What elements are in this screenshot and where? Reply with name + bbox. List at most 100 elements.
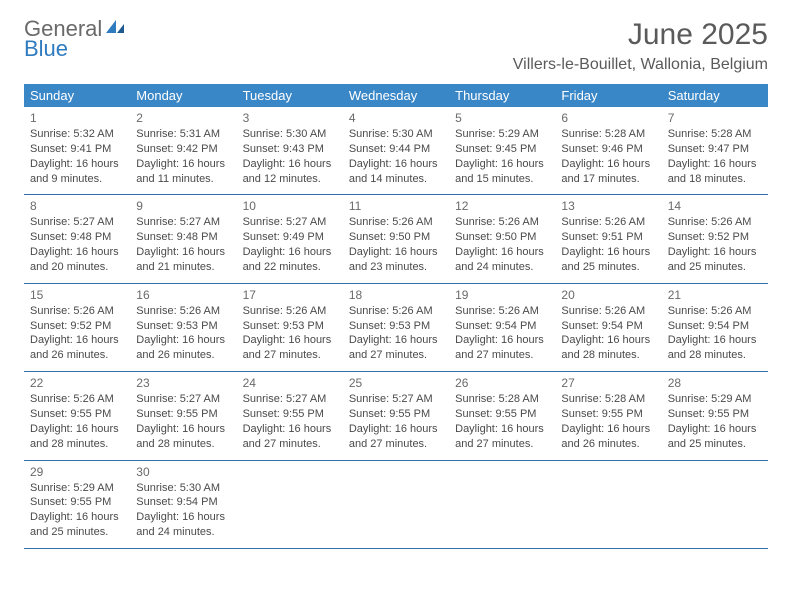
day-detail: Sunrise: 5:30 AMSunset: 9:43 PMDaylight:… [243,127,337,186]
dayname-tuesday: Tuesday [237,84,343,107]
day-detail: Sunrise: 5:32 AMSunset: 9:41 PMDaylight:… [30,127,124,186]
dayname-monday: Monday [130,84,236,107]
day-detail: Sunrise: 5:28 AMSunset: 9:55 PMDaylight:… [561,392,655,451]
month-title: June 2025 [513,18,768,52]
day-cell: 27Sunrise: 5:28 AMSunset: 9:55 PMDayligh… [555,372,661,459]
day-number: 14 [668,199,762,213]
day-cell-empty [662,461,768,548]
dayname-sunday: Sunday [24,84,130,107]
day-cell: 12 Sunrise: 5:26 AMSunset: 9:50 PMDayligh… [449,195,555,282]
day-detail: Sunrise: 5:30 AMSunset: 9:44 PMDaylight:… [349,127,443,186]
day-cell-empty [555,461,661,548]
day-cell-empty [237,461,343,548]
day-cell: 29 Sunrise: 5:29 AMSunset: 9:55 PMDayligh… [24,461,130,548]
day-number: 26 [455,376,549,390]
day-cell: 4 Sunrise: 5:30 AMSunset: 9:44 PMDaylight… [343,107,449,194]
week-row: 1 Sunrise: 5:32 AMSunset: 9:41 PMDaylight… [24,107,768,195]
day-cell: 21 Sunrise: 5:26 AMSunset: 9:54 PMDayligh… [662,284,768,371]
day-detail: Sunrise: 5:26 AMSunset: 9:50 PMDaylight:… [349,215,443,274]
day-number: 22 [30,376,124,390]
day-detail: Sunrise: 5:26 AMSunset: 9:55 PMDaylight:… [30,392,124,451]
day-cell: 8 Sunrise: 5:27 AMSunset: 9:48 PMDaylight… [24,195,130,282]
day-number: 28 [668,376,762,390]
day-detail: Sunrise: 5:28 AMSunset: 9:47 PMDaylight:… [668,127,762,186]
day-detail: Sunrise: 5:27 AMSunset: 9:49 PMDaylight:… [243,215,337,274]
dayname-friday: Friday [555,84,661,107]
day-cell: 18 Sunrise: 5:26 AMSunset: 9:53 PMDayligh… [343,284,449,371]
day-cell: 10 Sunrise: 5:27 AMSunset: 9:49 PMDayligh… [237,195,343,282]
dayname-wednesday: Wednesday [343,84,449,107]
day-cell: 11Sunrise: 5:26 AMSunset: 9:50 PMDayligh… [343,195,449,282]
day-cell: 19 Sunrise: 5:26 AMSunset: 9:54 PMDayligh… [449,284,555,371]
calendar-body: 1 Sunrise: 5:32 AMSunset: 9:41 PMDaylight… [24,107,768,549]
day-detail: Sunrise: 5:26 AMSunset: 9:54 PMDaylight:… [455,304,549,363]
day-number: 10 [243,199,337,213]
day-cell: 24 Sunrise: 5:27 AMSunset: 9:55 PMDayligh… [237,372,343,459]
week-row: 15 Sunrise: 5:26 AMSunset: 9:52 PMDayligh… [24,284,768,372]
day-cell: 9 Sunrise: 5:27 AMSunset: 9:48 PMDaylight… [130,195,236,282]
day-detail: Sunrise: 5:26 AMSunset: 9:50 PMDaylight:… [455,215,549,274]
day-number: 13 [561,199,655,213]
logo-sail-icon [104,18,126,40]
day-detail: Sunrise: 5:26 AMSunset: 9:54 PMDaylight:… [561,304,655,363]
title-block: June 2025 Villers-le-Bouillet, Wallonia,… [513,18,768,74]
day-detail: Sunrise: 5:28 AMSunset: 9:46 PMDaylight:… [561,127,655,186]
day-cell: 30Sunrise: 5:30 AMSunset: 9:54 PMDayligh… [130,461,236,548]
day-cell: 26Sunrise: 5:28 AMSunset: 9:55 PMDayligh… [449,372,555,459]
day-detail: Sunrise: 5:27 AMSunset: 9:48 PMDaylight:… [136,215,230,274]
day-number: 24 [243,376,337,390]
day-cell: 1 Sunrise: 5:32 AMSunset: 9:41 PMDaylight… [24,107,130,194]
day-cell: 28 Sunrise: 5:29 AMSunset: 9:55 PMDayligh… [662,372,768,459]
day-cell: 6 Sunrise: 5:28 AMSunset: 9:46 PMDaylight… [555,107,661,194]
day-number: 9 [136,199,230,213]
day-number: 1 [30,111,124,125]
day-detail: Sunrise: 5:27 AMSunset: 9:55 PMDaylight:… [349,392,443,451]
day-detail: Sunrise: 5:27 AMSunset: 9:48 PMDaylight:… [30,215,124,274]
day-number: 6 [561,111,655,125]
day-cell: 16Sunrise: 5:26 AMSunset: 9:53 PMDayligh… [130,284,236,371]
week-row: 29 Sunrise: 5:29 AMSunset: 9:55 PMDayligh… [24,461,768,549]
day-number: 8 [30,199,124,213]
day-detail: Sunrise: 5:29 AMSunset: 9:55 PMDaylight:… [668,392,762,451]
day-number: 19 [455,288,549,302]
day-number: 15 [30,288,124,302]
location: Villers-le-Bouillet, Wallonia, Belgium [513,56,768,74]
day-cell: 15 Sunrise: 5:26 AMSunset: 9:52 PMDayligh… [24,284,130,371]
day-cell: 20 Sunrise: 5:26 AMSunset: 9:54 PMDayligh… [555,284,661,371]
week-header: Sunday Monday Tuesday Wednesday Thursday… [24,84,768,107]
day-cell: 23Sunrise: 5:27 AMSunset: 9:55 PMDayligh… [130,372,236,459]
day-number: 18 [349,288,443,302]
day-cell: 2 Sunrise: 5:31 AMSunset: 9:42 PMDaylight… [130,107,236,194]
day-detail: Sunrise: 5:29 AMSunset: 9:55 PMDaylight:… [30,481,124,540]
day-number: 20 [561,288,655,302]
day-cell: 25 Sunrise: 5:27 AMSunset: 9:55 PMDayligh… [343,372,449,459]
day-number: 7 [668,111,762,125]
day-cell: 5Sunrise: 5:29 AMSunset: 9:45 PMDaylight… [449,107,555,194]
day-cell: 3Sunrise: 5:30 AMSunset: 9:43 PMDaylight… [237,107,343,194]
logo: General Blue [24,18,126,60]
day-cell: 14 Sunrise: 5:26 AMSunset: 9:52 PMDayligh… [662,195,768,282]
day-cell-empty [343,461,449,548]
day-number: 12 [455,199,549,213]
day-number: 29 [30,465,124,479]
calendar: Sunday Monday Tuesday Wednesday Thursday… [24,84,768,549]
day-detail: Sunrise: 5:26 AMSunset: 9:52 PMDaylight:… [30,304,124,363]
day-cell: 17Sunrise: 5:26 AMSunset: 9:53 PMDayligh… [237,284,343,371]
day-number: 16 [136,288,230,302]
day-detail: Sunrise: 5:26 AMSunset: 9:53 PMDaylight:… [349,304,443,363]
day-detail: Sunrise: 5:27 AMSunset: 9:55 PMDaylight:… [243,392,337,451]
dayname-thursday: Thursday [449,84,555,107]
day-number: 25 [349,376,443,390]
logo-text-blue: Blue [24,38,126,60]
day-detail: Sunrise: 5:26 AMSunset: 9:51 PMDaylight:… [561,215,655,274]
header: General Blue June 2025 Villers-le-Bouill… [24,18,768,74]
dayname-saturday: Saturday [662,84,768,107]
day-detail: Sunrise: 5:31 AMSunset: 9:42 PMDaylight:… [136,127,230,186]
day-number: 2 [136,111,230,125]
day-detail: Sunrise: 5:26 AMSunset: 9:54 PMDaylight:… [668,304,762,363]
day-detail: Sunrise: 5:26 AMSunset: 9:52 PMDaylight:… [668,215,762,274]
day-number: 4 [349,111,443,125]
day-number: 21 [668,288,762,302]
day-detail: Sunrise: 5:29 AMSunset: 9:45 PMDaylight:… [455,127,549,186]
day-number: 23 [136,376,230,390]
